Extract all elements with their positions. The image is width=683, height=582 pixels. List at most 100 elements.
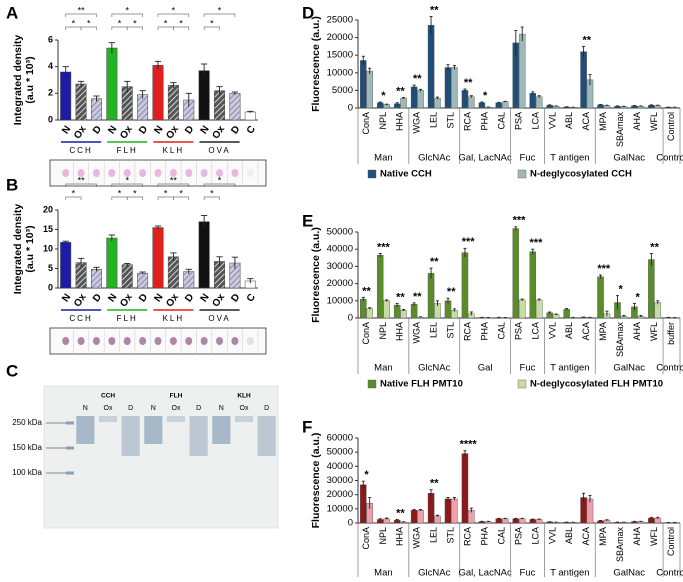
x-tick-label: PHA [479, 527, 489, 546]
significance-label: * [364, 469, 369, 481]
bar [468, 97, 474, 108]
gel-band [122, 416, 140, 456]
bar [394, 305, 400, 318]
bar [417, 90, 423, 108]
x-tick-label: VVL [547, 527, 557, 544]
bar [434, 98, 440, 108]
bar [530, 519, 536, 523]
significance-label: *** [513, 215, 527, 227]
group-label: CCH [69, 146, 92, 155]
x-tick-label: SBAmax [615, 527, 625, 563]
bar [564, 309, 570, 318]
dot-blot-spot [108, 169, 115, 177]
bar [214, 91, 224, 120]
group-label: Gal, LacNAc [458, 568, 512, 577]
x-tick-label: VVL [547, 112, 557, 129]
significance-label: * [483, 90, 488, 102]
bar [648, 105, 654, 108]
x-tick-label: ConA [361, 112, 371, 135]
x-tick-label: AHA [632, 322, 642, 341]
x-tick-label: MPA [598, 112, 608, 131]
y-tick-label: 10000 [327, 295, 353, 306]
significance-label: * [172, 5, 176, 15]
x-tick-label: PSA [513, 322, 523, 340]
y-tick-label: 5000 [332, 85, 353, 96]
significance-label: * [164, 18, 168, 28]
y-tick-label: 5 [48, 263, 53, 273]
x-tick-label: ConA [361, 527, 371, 550]
bar [445, 499, 451, 523]
lane-group-label: CCH [101, 393, 115, 400]
ladder-band [66, 472, 74, 475]
bar [91, 99, 101, 120]
group-label: T antigen [550, 568, 589, 577]
bar [107, 48, 117, 120]
significance-label: * [164, 188, 168, 198]
bar [367, 71, 373, 108]
bar [377, 255, 383, 318]
x-tick-label: RCA [463, 112, 473, 131]
bar [107, 238, 117, 288]
x-tick-label: D [137, 124, 150, 136]
significance-label: * [635, 291, 640, 303]
legend-swatch [518, 380, 526, 388]
group-label: Fuc [520, 153, 536, 164]
x-tick-label: STL [446, 322, 456, 339]
y-tick-label: 20000 [327, 489, 353, 500]
y-tick-label: 50000 [327, 447, 353, 458]
significance-label: ** [583, 34, 592, 46]
bar [417, 510, 423, 523]
x-tick-label: CAL [496, 112, 506, 130]
x-tick-label: ACA [581, 527, 591, 546]
legend-swatch [368, 380, 376, 388]
x-tick-label: WFL [649, 322, 659, 341]
significance-label: * [133, 18, 137, 28]
significance-label: * [125, 175, 129, 185]
significance-label: * [210, 188, 214, 198]
group-label: Fuc [520, 568, 536, 577]
lane-label: N [83, 405, 88, 412]
bar [168, 85, 178, 120]
group-label: Control [656, 363, 683, 374]
marker-label: 150 kDa [12, 443, 42, 452]
y-tick-label: 30000 [327, 475, 353, 486]
significance-label: *** [597, 263, 611, 275]
bar [655, 303, 661, 318]
group-label: GlcNAc [418, 363, 450, 374]
y-tick-label: 10000 [327, 503, 353, 514]
bar [411, 304, 417, 318]
bar [153, 228, 163, 288]
x-tick-label: PHA [479, 322, 489, 341]
significance-label: * [87, 18, 91, 28]
y-tick-label: 30000 [327, 261, 353, 272]
x-tick-label: LEL [429, 112, 439, 128]
significance-label: * [179, 18, 183, 28]
x-tick-label: ABL [564, 112, 574, 129]
bar [597, 105, 603, 108]
x-tick-label: RCA [463, 527, 473, 546]
x-tick-label: D [229, 124, 242, 136]
dot-blot-spot [62, 169, 69, 177]
x-tick-label: STL [446, 527, 456, 544]
dot-blot-spot [201, 337, 208, 345]
lane-group-label: KLH [237, 393, 251, 400]
significance-label: * [218, 175, 222, 185]
legend-swatch [518, 170, 526, 178]
gel-band [235, 416, 253, 422]
y-tick-label: 50000 [327, 227, 353, 238]
lane-label: Ox [172, 405, 181, 412]
bar [184, 272, 194, 288]
x-tick-label: STL [446, 112, 456, 129]
bar [513, 229, 519, 318]
bar [536, 300, 542, 318]
x-tick-label: C [245, 292, 258, 304]
lane-label: N [219, 405, 224, 412]
x-tick-label: Control [666, 112, 676, 141]
dot-blot-spot [62, 337, 69, 345]
x-tick-label: D [91, 292, 104, 304]
x-tick-label: HHA [395, 527, 405, 546]
x-tick-label: WFL [649, 527, 659, 546]
significance-label: ** [430, 478, 439, 490]
significance-label: * [179, 188, 183, 198]
dot-blot-spot [185, 337, 192, 345]
